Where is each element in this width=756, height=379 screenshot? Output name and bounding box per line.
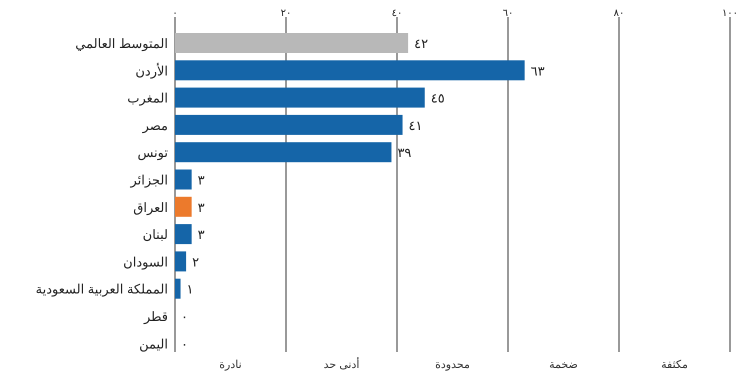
band-label: مكثفة xyxy=(661,359,688,371)
band-label: محدودة xyxy=(435,359,470,371)
category-label: المتوسط العالمي xyxy=(75,36,168,52)
x-tick-label: ٤٠ xyxy=(392,8,403,19)
bars xyxy=(175,33,525,299)
data-label: ٣ xyxy=(198,173,205,188)
x-tick-label: ٢٠ xyxy=(281,8,292,19)
data-label: ٦٣ xyxy=(531,63,545,78)
category-label: مصر xyxy=(142,118,168,134)
x-tick-label: ١٠٠ xyxy=(722,8,738,19)
bar xyxy=(175,33,409,53)
band-label: ضخمة xyxy=(549,359,578,371)
gridlines xyxy=(174,17,731,352)
data-label: ١ xyxy=(187,282,194,297)
data-label: ٤٢ xyxy=(414,36,428,51)
x-tick-label: ٦٠ xyxy=(503,8,514,19)
data-label: ٤١ xyxy=(409,118,423,133)
data-label: ٢ xyxy=(192,254,199,269)
data-label: ٣ xyxy=(198,200,205,215)
category-label: قطر xyxy=(143,309,168,325)
category-label: الأردن xyxy=(135,62,168,79)
category-label: اليمن xyxy=(139,336,168,352)
category-label: السودان xyxy=(123,254,168,270)
x-tick-label: ٠ xyxy=(172,8,177,19)
bar xyxy=(175,114,403,135)
bar xyxy=(175,196,192,217)
bar xyxy=(175,60,525,81)
bar xyxy=(175,251,187,272)
bar xyxy=(175,224,192,245)
data-label: ٣ xyxy=(198,227,205,242)
data-label: ٤٥ xyxy=(431,91,445,106)
bar xyxy=(175,278,181,299)
data-label: ٠ xyxy=(181,336,188,351)
data-label: ٣٩ xyxy=(397,145,411,160)
bar xyxy=(175,142,392,163)
category-label: الجزائر xyxy=(129,173,168,189)
band-label: أدنى حد xyxy=(324,357,360,371)
category-label: لبنان xyxy=(143,227,168,242)
data-label: ٠ xyxy=(181,309,188,324)
category-label: المملكة العربية السعودية xyxy=(36,282,168,298)
bar xyxy=(175,169,192,190)
category-label: العراق xyxy=(133,200,168,216)
bar xyxy=(175,87,425,108)
x-tick-label: ٨٠ xyxy=(614,8,625,19)
band-label: نادرة xyxy=(219,359,241,371)
category-label: تونس xyxy=(137,145,168,161)
category-label: المغرب xyxy=(127,91,168,107)
